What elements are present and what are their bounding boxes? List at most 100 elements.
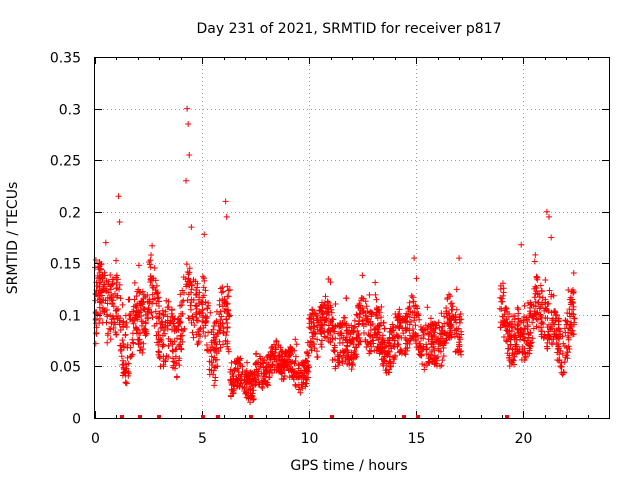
data-point (438, 310, 445, 317)
data-point (283, 353, 290, 360)
data-point (98, 299, 105, 306)
data-point (412, 302, 419, 309)
data-point (104, 300, 111, 307)
data-point (100, 305, 107, 312)
data-point (536, 305, 543, 312)
data-point (402, 351, 409, 358)
data-point (140, 340, 147, 347)
data-point (281, 372, 288, 379)
data-point (300, 372, 307, 379)
data-point (397, 319, 404, 326)
data-point (500, 285, 507, 292)
data-point (178, 302, 185, 309)
data-point (99, 276, 106, 283)
zero-marker (120, 415, 124, 419)
data-point (530, 325, 537, 332)
data-point (107, 336, 114, 343)
data-point (207, 309, 214, 316)
data-point (531, 258, 538, 265)
data-point (380, 355, 387, 362)
data-point (423, 346, 430, 353)
data-point (281, 366, 288, 373)
data-point (218, 313, 225, 320)
data-point (497, 324, 504, 331)
data-point (169, 347, 176, 354)
data-point (119, 337, 126, 344)
data-point (360, 308, 367, 315)
data-point (433, 360, 440, 367)
data-point (443, 305, 450, 312)
data-point (542, 314, 549, 321)
data-point (570, 269, 577, 276)
data-point (287, 344, 294, 351)
data-point (564, 349, 571, 356)
data-point (507, 342, 514, 349)
data-point (200, 292, 207, 299)
data-point (353, 344, 360, 351)
data-point (546, 336, 553, 343)
data-point (564, 355, 571, 362)
data-point (92, 308, 99, 315)
data-point (440, 353, 447, 360)
y-tick-label: 0.2 (59, 206, 81, 222)
data-point (217, 327, 224, 334)
data-point (123, 365, 130, 372)
data-point (533, 315, 540, 322)
x-tick-label: 15 (408, 431, 426, 447)
data-point (155, 328, 162, 335)
data-point (225, 346, 232, 353)
y-tick-label: 0.3 (59, 103, 81, 119)
data-point (421, 331, 428, 338)
data-point (400, 330, 407, 337)
data-point (511, 332, 518, 339)
data-point (395, 332, 402, 339)
data-point (286, 352, 293, 359)
data-point (430, 321, 437, 328)
data-point (353, 335, 360, 342)
data-point (327, 279, 334, 286)
data-point (140, 299, 147, 306)
data-point (441, 313, 448, 320)
data-point (521, 313, 528, 320)
data-point (135, 262, 142, 269)
data-point (329, 335, 336, 342)
data-point (254, 359, 261, 366)
data-point (211, 382, 218, 389)
data-point (231, 379, 238, 386)
data-point (165, 304, 172, 311)
data-point (155, 336, 162, 343)
data-point (199, 312, 206, 319)
data-point (456, 255, 463, 262)
data-point (305, 352, 312, 359)
data-point (174, 335, 181, 342)
data-point (544, 331, 551, 338)
data-point (187, 302, 194, 309)
data-point (219, 320, 226, 327)
data-point (174, 373, 181, 380)
data-point (401, 316, 408, 323)
data-point (314, 336, 321, 343)
data-point (516, 348, 523, 355)
data-point (322, 293, 329, 300)
data-point (265, 374, 272, 381)
data-point (412, 322, 419, 329)
data-point (186, 265, 193, 272)
data-point (92, 256, 99, 263)
data-point (119, 357, 126, 364)
data-point (103, 307, 110, 314)
data-point (159, 324, 166, 331)
data-point (453, 326, 460, 333)
data-point (96, 315, 103, 322)
data-point (260, 379, 267, 386)
data-point (187, 306, 194, 313)
data-point (230, 373, 237, 380)
data-point (97, 261, 104, 268)
data-point (509, 350, 516, 357)
data-point (354, 312, 361, 319)
data-point (411, 317, 418, 324)
data-point (439, 357, 446, 364)
data-point (536, 294, 543, 301)
data-point (566, 306, 573, 313)
data-point (195, 317, 202, 324)
